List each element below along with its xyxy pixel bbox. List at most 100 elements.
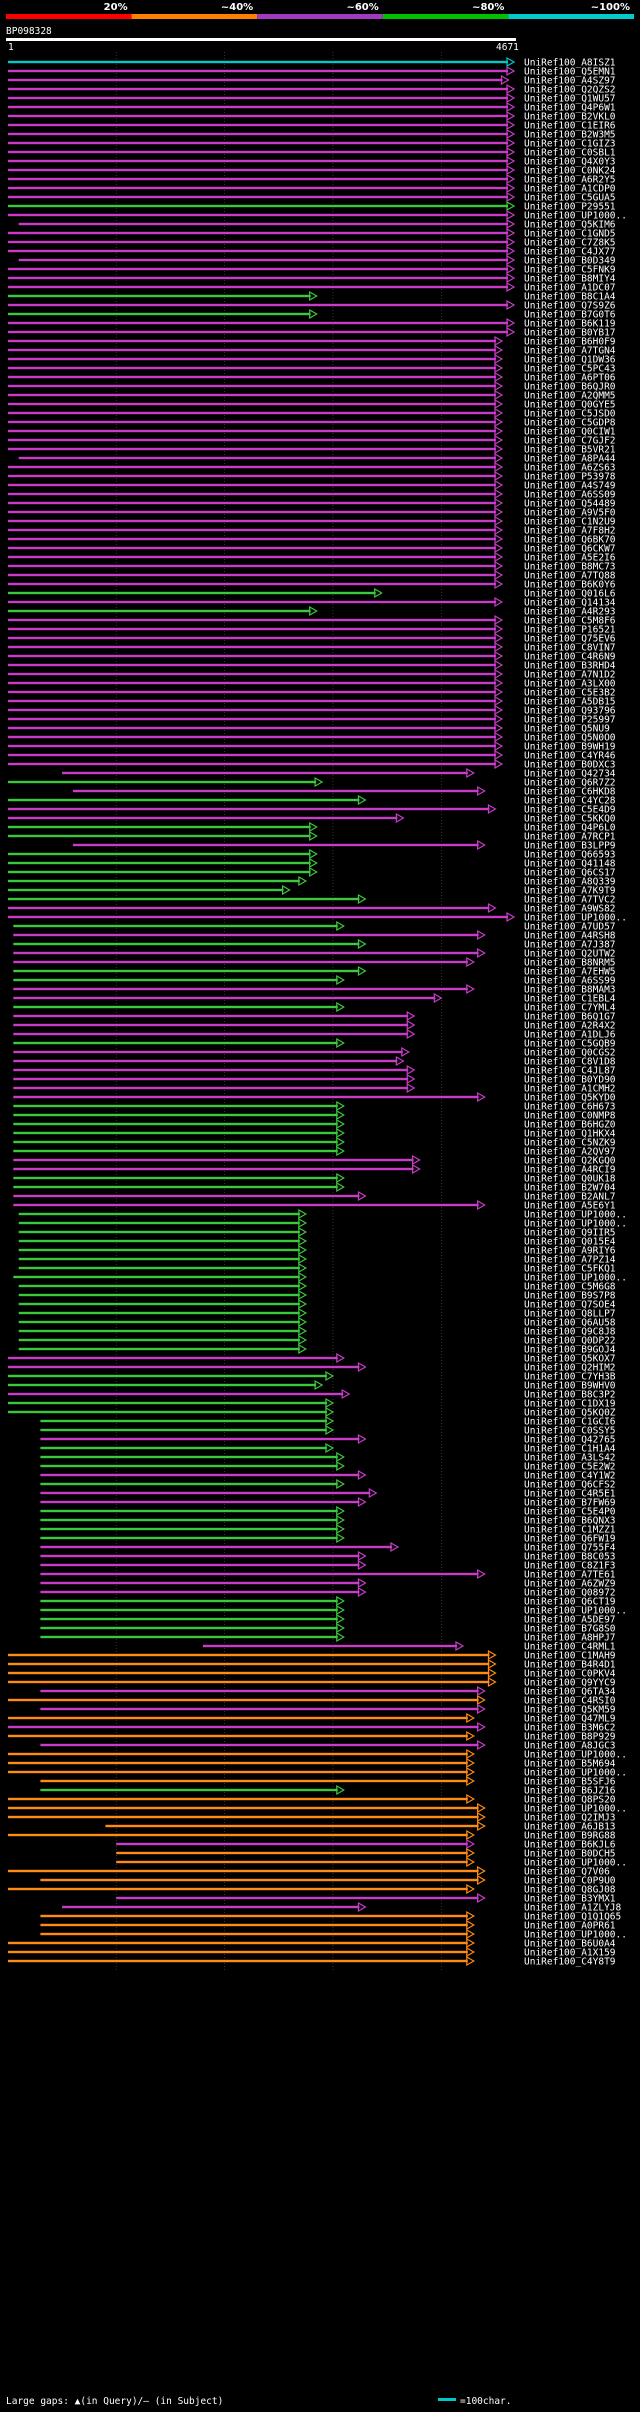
hit-arrowhead [494, 749, 504, 761]
hit-row: UniRef100_B6HGZ0 [13, 1118, 616, 1130]
hit-arrowhead [298, 1325, 308, 1337]
hit-row: UniRef100_Q5KIM6 [18, 218, 616, 230]
hit-row: UniRef100_Q1HKX4 [13, 1127, 616, 1139]
hit-arrowhead [487, 1649, 497, 1661]
hit-label: UniRef100_C8V1D8 [524, 1056, 616, 1067]
hit-arrowhead [357, 1559, 367, 1571]
hit-label: UniRef100_A6PT06 [524, 372, 616, 383]
hit-label: UniRef100_C5NZK9 [524, 1137, 616, 1148]
hit-row: UniRef100_A7RCP1 [8, 830, 616, 842]
hit-row: UniRef100_Q755F4 [40, 1541, 616, 1553]
hit-bar [8, 330, 508, 334]
hit-bar [202, 1644, 457, 1648]
hit-row: UniRef100_A9RIY6 [18, 1244, 616, 1256]
hit-bar [8, 1392, 344, 1396]
hit-arrowhead [336, 1514, 345, 1526]
hit-bar [8, 582, 496, 586]
hit-label: UniRef100_B6HGZ0 [524, 1119, 616, 1130]
hit-label: UniRef100_Q6CS17 [524, 867, 616, 878]
hit-label: UniRef100_C4JX77 [524, 246, 616, 257]
hit-row: UniRef100_B8C053 [40, 1550, 616, 1562]
hit-row: UniRef100_C5M6G8 [18, 1280, 616, 1292]
hit-bar [8, 375, 496, 379]
hit-arrowhead [298, 1244, 308, 1256]
hit-bar [8, 1671, 490, 1675]
hit-row: UniRef100_C0P9U0 [40, 1874, 616, 1886]
hit-arrowhead [336, 1451, 345, 1463]
hit-bar [13, 978, 338, 982]
hit-row: UniRef100_Q6CS17 [8, 866, 616, 878]
hit-bar [8, 708, 496, 712]
hit-label: UniRef100_A5E6Y1 [524, 1200, 616, 1211]
hit-label: UniRef100_A3LX00 [524, 678, 616, 689]
hit-arrowhead [336, 1181, 345, 1193]
hit-label: UniRef100_B3LPP9 [524, 840, 616, 851]
hit-label: UniRef100_UP1000.. [524, 1218, 627, 1229]
hit-label: UniRef100_UP1000.. [524, 1767, 627, 1778]
hit-label: UniRef100_Q4X0Y3 [524, 156, 616, 167]
hit-arrowhead [494, 650, 504, 662]
hit-arrowhead [298, 1262, 308, 1274]
hit-arrowhead [357, 1901, 367, 1913]
hit-arrowhead [309, 308, 318, 320]
hit-arrowhead [487, 902, 497, 914]
hit-row: UniRef100_C5FNK9 [8, 263, 616, 275]
hit-row: UniRef100_Q9YYC9 [8, 1676, 616, 1688]
hit-label: UniRef100_B5SFJ6 [524, 1776, 616, 1787]
hit-label: UniRef100_A4S749 [524, 480, 616, 491]
hit-row: UniRef100_Q1WU57 [8, 92, 616, 104]
hit-arrowhead [494, 623, 504, 635]
hit-row: UniRef100_C4RSI0 [8, 1694, 616, 1706]
hit-label: UniRef100_P29551 [524, 201, 616, 212]
hit-bar [8, 177, 508, 181]
hit-bar [13, 969, 360, 973]
hit-bar [40, 1635, 338, 1639]
hit-arrowhead [494, 704, 504, 716]
hit-arrowhead [477, 1865, 486, 1877]
hit-bar [8, 852, 311, 856]
hit-bar [40, 1536, 338, 1540]
hit-arrowhead [390, 1541, 400, 1553]
hit-bar [40, 1509, 338, 1513]
hit-arrowhead [506, 218, 516, 230]
hit-arrowhead [466, 1847, 476, 1859]
hit-label: UniRef100_A2R4X2 [524, 1020, 616, 1031]
hit-label: UniRef100_C4RSI0 [524, 1695, 616, 1706]
hit-bar [8, 78, 503, 82]
hit-bar [8, 1941, 468, 1945]
hit-label: UniRef100_P53978 [524, 471, 616, 482]
hit-row: UniRef100_C5PC43 [8, 362, 616, 374]
hit-label: UniRef100_Q5KIM6 [524, 219, 616, 230]
hit-label: UniRef100_A2QV97 [524, 1146, 616, 1157]
hit-arrowhead [494, 713, 504, 725]
hit-label: UniRef100_B7G8S0 [524, 1623, 616, 1634]
hit-row: UniRef100_B0DCH5 [116, 1847, 616, 1859]
hit-row: UniRef100_Q9IIR5 [18, 1226, 616, 1238]
hit-bar [40, 1527, 338, 1531]
hit-arrowhead [477, 785, 486, 797]
hit-bar [8, 672, 496, 676]
hit-label: UniRef100_Q1HKX4 [524, 1128, 616, 1139]
hit-arrowhead [494, 731, 504, 743]
hit-bar [13, 942, 360, 946]
hit-arrowhead [494, 659, 504, 671]
hit-bar [8, 645, 496, 649]
hit-row: UniRef100_Q54489 [8, 497, 616, 509]
hit-bar [40, 1455, 338, 1459]
hit-arrowhead [506, 119, 516, 131]
hit-label: UniRef100_UP1000.. [524, 1605, 627, 1616]
hit-label: UniRef100_B7G0T6 [524, 309, 616, 320]
hit-bar [8, 897, 360, 901]
hit-bar [8, 1752, 468, 1756]
hit-arrowhead [477, 1892, 486, 1904]
hit-row: UniRef100_C5NZK9 [13, 1136, 616, 1148]
hit-label: UniRef100_C5E4D9 [524, 804, 616, 815]
hit-label: UniRef100_B9RG88 [524, 1830, 616, 1841]
hit-bar [40, 1590, 360, 1594]
hit-arrowhead [506, 236, 516, 248]
hit-label: UniRef100_A1CDP0 [524, 183, 616, 194]
hit-label: UniRef100_Q015E4 [524, 1236, 616, 1247]
hit-arrowhead [406, 1064, 416, 1076]
hit-row: UniRef100_C4R6N9 [8, 650, 616, 662]
